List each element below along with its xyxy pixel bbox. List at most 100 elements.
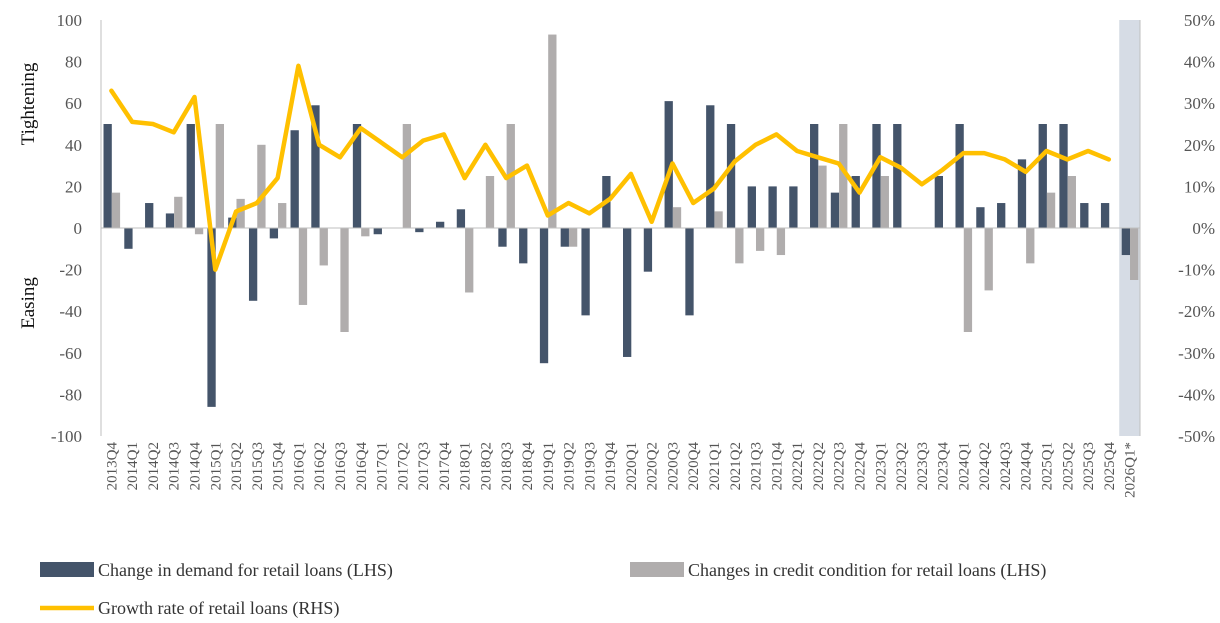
legend: Change in demand for retail loans (LHS) …: [40, 560, 1046, 619]
category-label: 2016Q2: [312, 442, 328, 490]
legend-label-growth: Growth rate of retail loans (RHS): [98, 598, 339, 619]
bar-credit-2014Q3: [174, 196, 183, 228]
bar-demand-2024Q2: [976, 207, 985, 228]
bar-demand-2025Q4: [1100, 203, 1110, 228]
category-label: 2021Q2: [728, 442, 744, 490]
category-label: 2019Q4: [603, 442, 619, 491]
right-tick-label: -50%: [1178, 427, 1215, 446]
growth-rate-line: [109, 63, 1112, 272]
bar-demand-2017Q1: [373, 228, 382, 235]
category-label: 2019Q1: [541, 442, 557, 490]
category-label: 2022Q2: [811, 442, 827, 490]
bar-demand-2026Q1*: [1121, 228, 1131, 256]
legend-swatch-credit: [630, 562, 684, 577]
category-label: 2020Q4: [686, 442, 702, 491]
bar-demand-2013Q4: [103, 124, 112, 228]
category-label: 2024Q1: [956, 442, 972, 490]
category-label: 2024Q2: [977, 442, 993, 490]
category-label: 2022Q4: [853, 442, 869, 491]
bar-demand-2016Q2: [311, 105, 320, 228]
category-label: 2025Q3: [1081, 442, 1097, 490]
bar-credit-2022Q3: [839, 124, 848, 228]
category-label: 2016Q3: [333, 442, 349, 490]
category-label: 2018Q3: [499, 442, 515, 490]
bar-demand-2014Q1: [124, 228, 133, 249]
category-label: 2019Q2: [562, 442, 578, 490]
category-label: 2020Q1: [624, 442, 640, 490]
bar-credit-2016Q4: [361, 228, 370, 237]
bar-credit-2018Q2: [485, 176, 495, 228]
category-label: 2022Q3: [832, 442, 848, 490]
bar-demand-2016Q1: [290, 130, 299, 228]
bar-credit-2026Q1*: [1130, 228, 1139, 280]
category-label: 2025Q2: [1060, 442, 1076, 490]
left-tick-label: -80: [59, 385, 82, 404]
category-label: 2015Q4: [271, 442, 287, 491]
bar-demand-2014Q3: [165, 213, 175, 228]
bar-demand-2022Q4: [851, 176, 860, 228]
bar-credit-2021Q2: [735, 228, 744, 264]
bar-demand-2022Q2: [810, 124, 819, 228]
bar-credit-2016Q2: [319, 228, 328, 266]
right-tick-label: 20%: [1184, 136, 1215, 155]
bar-credit-2015Q3: [257, 144, 266, 228]
bar-demand-2025Q2: [1059, 124, 1068, 228]
bar-demand-2021Q4: [768, 186, 777, 228]
legend-label-demand: Change in demand for retail loans (LHS): [98, 560, 393, 581]
right-tick-label: 10%: [1184, 177, 1215, 196]
category-label: 2021Q4: [769, 442, 785, 491]
easing-label: Easing: [18, 277, 39, 329]
bar-demand-2015Q1: [207, 228, 216, 407]
category-label: 2021Q3: [749, 442, 765, 490]
bar-demand-2020Q2: [643, 228, 653, 272]
bar-credit-2024Q1: [963, 228, 973, 332]
category-label: 2017Q1: [375, 442, 391, 490]
bar-credit-2021Q3: [755, 228, 765, 251]
category-label: 2016Q4: [354, 442, 370, 491]
category-label: 2020Q2: [645, 442, 661, 490]
left-tick-label: 100: [57, 11, 83, 30]
category-label: 2014Q2: [146, 442, 162, 490]
category-label: 2021Q1: [707, 442, 723, 490]
bar-demand-2023Q4: [934, 176, 943, 228]
category-label: 2016Q1: [291, 442, 307, 490]
bar-demand-2016Q4: [352, 124, 362, 228]
bar-demand-2023Q2: [893, 124, 902, 228]
category-label: 2014Q3: [167, 442, 183, 490]
bar-credit-2021Q1: [714, 211, 723, 228]
bar-demand-2022Q3: [830, 192, 840, 228]
bar-demand-2019Q3: [581, 228, 590, 316]
category-label: 2024Q4: [1019, 442, 1035, 491]
category-label: 2023Q1: [873, 442, 889, 490]
legend-label-credit: Changes in credit condition for retail l…: [688, 560, 1046, 581]
bar-credit-2016Q1: [298, 228, 308, 305]
bar-credit-2020Q3: [672, 207, 682, 228]
left-tick-label: 20: [65, 177, 82, 196]
bar-demand-2022Q1: [789, 186, 798, 228]
category-label: 2026Q1*: [1123, 442, 1139, 498]
category-label: 2025Q1: [1040, 442, 1056, 490]
bar-demand-2017Q4: [435, 221, 445, 228]
bar-credit-2018Q1: [465, 228, 474, 293]
category-label: 2018Q2: [478, 442, 494, 490]
right-tick-label: -30%: [1178, 344, 1215, 363]
left-tick-label: -20: [59, 261, 82, 280]
bar-credit-2024Q2: [984, 228, 993, 291]
category-label: 2019Q3: [582, 442, 598, 490]
category-label: 2024Q3: [998, 442, 1014, 490]
left-tick-label: -100: [51, 427, 82, 446]
bar-demand-2020Q3: [664, 101, 673, 228]
bar-credit-2023Q1: [880, 176, 889, 228]
bar-demand-2021Q3: [747, 186, 756, 228]
left-tick-label: 40: [65, 136, 82, 155]
bar-demand-2015Q4: [269, 228, 279, 239]
bar-demand-2018Q1: [456, 209, 466, 228]
right-tick-label: -10%: [1178, 261, 1215, 280]
category-label: 2014Q1: [125, 442, 141, 490]
category-label: 2017Q4: [437, 442, 453, 491]
bar-demand-2025Q1: [1038, 124, 1047, 228]
category-label: 2023Q4: [936, 442, 952, 491]
bar-demand-2019Q2: [560, 228, 569, 247]
bar-credit-2022Q2: [818, 165, 827, 228]
